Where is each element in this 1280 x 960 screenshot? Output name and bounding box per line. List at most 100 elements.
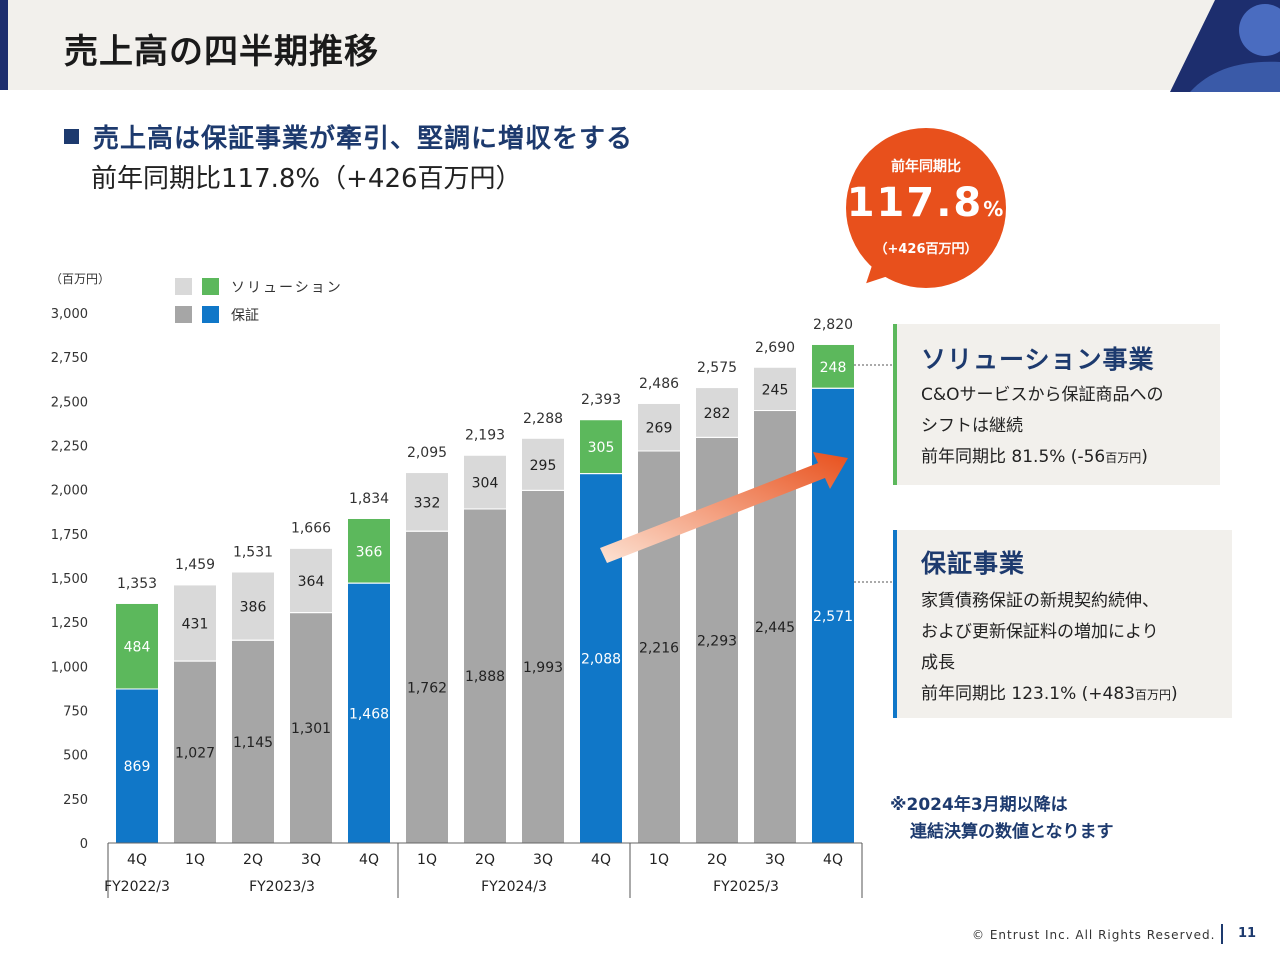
bar-label-guarantee: 1,762 — [407, 680, 447, 696]
bar-label-solution: 431 — [182, 616, 209, 632]
badge-label: 前年同期比 — [891, 159, 961, 175]
badge-amount: （+426百万円） — [874, 242, 978, 257]
bar-total-label: 1,531 — [233, 545, 273, 561]
bar-solution — [464, 455, 506, 509]
bar-solution — [232, 572, 274, 640]
bar-label-solution: 282 — [704, 406, 731, 422]
trend-arrow — [600, 452, 848, 563]
legend-swatch-guarantee-gray — [175, 306, 192, 323]
bar-label-solution: 332 — [414, 495, 441, 511]
y-tick-label: 500 — [63, 749, 88, 764]
bar-label-solution: 305 — [588, 440, 615, 456]
y-tick-label: 750 — [63, 705, 88, 720]
bar-guarantee — [580, 474, 622, 843]
y-tick-label: 2,250 — [51, 440, 88, 455]
bar-total-label: 2,193 — [465, 428, 505, 444]
x-tick-label: 3Q — [301, 852, 321, 868]
bar-total-label: 2,820 — [813, 317, 853, 333]
bar-label-guarantee: 1,301 — [291, 721, 331, 737]
bar-label-guarantee: 1,993 — [523, 660, 563, 676]
x-tick-label: 1Q — [649, 852, 669, 868]
bar-total-label: 2,393 — [581, 392, 621, 408]
bar-total-label: 1,459 — [175, 557, 215, 573]
x-tick-label: 2Q — [475, 852, 495, 868]
bar-label-guarantee: 2,571 — [813, 609, 853, 625]
guarantee-box: 保証事業 家賃債務保証の新規契約続伸、 および更新保証料の増加により 成長 前年… — [893, 530, 1232, 718]
y-tick-label: 2,000 — [51, 484, 88, 499]
bar-label-guarantee: 1,888 — [465, 669, 505, 685]
bar-solution — [638, 403, 680, 451]
bar-guarantee — [638, 451, 680, 843]
x-tick-label: 4Q — [823, 852, 843, 868]
bar-label-solution: 245 — [762, 382, 789, 398]
bar-total-label: 2,095 — [407, 445, 447, 461]
bar-label-guarantee: 2,445 — [755, 620, 795, 636]
bar-label-guarantee: 1,027 — [175, 745, 215, 761]
bar-label-solution: 366 — [356, 544, 383, 560]
solution-yoy: 前年同期比 81.5% (-56 — [921, 447, 1106, 467]
y-tick-label: 1,250 — [51, 616, 88, 631]
bar-total-label: 1,834 — [349, 491, 389, 507]
solution-line-1: C&Oサービスから保証商品への — [921, 385, 1164, 405]
footnote-line-1: ※2024年3月期以降は — [890, 795, 1068, 815]
legend-swatch-solution-green — [202, 278, 219, 295]
y-tick-label: 1,000 — [51, 660, 88, 675]
guarantee-line-1: 家賃債務保証の新規契約続伸、 — [921, 591, 1159, 611]
bar-label-solution: 484 — [124, 640, 151, 656]
x-tick-label: 4Q — [591, 852, 611, 868]
bar-guarantee — [464, 509, 506, 843]
x-tick-label: 1Q — [417, 852, 437, 868]
badge-number: 117.8 — [846, 180, 984, 226]
bar-solution — [522, 438, 564, 490]
bar-guarantee — [348, 583, 390, 843]
fy-label: FY2025/3 — [713, 879, 779, 895]
header-accent — [0, 0, 8, 90]
yoy-badge: 前年同期比 117.8% （+426百万円） — [846, 128, 1006, 288]
y-tick-label: 3,000 — [51, 307, 88, 322]
bar-solution — [116, 603, 158, 689]
badge-unit: % — [983, 197, 1006, 221]
bar-solution — [580, 420, 622, 474]
bar-label-guarantee: 2,216 — [639, 640, 679, 656]
bar-label-guarantee: 1,468 — [349, 706, 389, 722]
bar-solution — [290, 548, 332, 613]
legend-swatch-guarantee-blue — [202, 306, 219, 323]
footnote: ※2024年3月期以降は 連結決算の数値となります — [890, 792, 1114, 846]
headline-text: 売上高は保証事業が牽引、堅調に増収をする — [93, 124, 634, 154]
fy-label: FY2022/3 — [104, 879, 170, 895]
legend-swatch-solution-gray — [175, 278, 192, 295]
footnote-line-2: 連結決算の数値となります — [910, 822, 1114, 842]
x-tick-label: 4Q — [127, 852, 147, 868]
bar-solution — [754, 367, 796, 411]
headline: 売上高は保証事業が牽引、堅調に増収をする — [64, 118, 633, 155]
guarantee-yoy-unit: 百万円 — [1134, 688, 1171, 702]
bar-label-guarantee: 869 — [124, 759, 151, 775]
x-tick-label: 4Q — [359, 852, 379, 868]
bar-label-solution: 364 — [298, 574, 325, 590]
bar-solution — [174, 585, 216, 661]
guarantee-yoy-end: ) — [1170, 684, 1178, 704]
y-tick-label: 250 — [63, 793, 88, 808]
bar-guarantee — [174, 661, 216, 843]
headline-subtext: 前年同期比117.8%（+426百万円） — [91, 164, 522, 194]
legend-label-guarantee: 保証 — [231, 308, 259, 324]
bar-solution — [406, 473, 448, 531]
headline-bullet — [64, 129, 79, 144]
bar-total-label: 2,486 — [639, 376, 679, 392]
guarantee-yoy: 前年同期比 123.1% (+483 — [921, 684, 1135, 704]
bar-label-guarantee: 2,293 — [697, 633, 737, 649]
guarantee-line-4: 前年同期比 123.1% (+483百万円) — [921, 679, 1178, 704]
bar-label-solution: 295 — [530, 458, 557, 474]
x-tick-label: 3Q — [533, 852, 553, 868]
bar-guarantee — [232, 640, 274, 843]
bar-solution — [348, 518, 390, 583]
solution-line-3: 前年同期比 81.5% (-56百万円) — [921, 442, 1148, 467]
copyright: © Entrust Inc. All Rights Reserved. — [972, 928, 1216, 942]
bar-guarantee — [290, 613, 332, 843]
badge-value: 117.8% — [846, 180, 1006, 226]
solution-line-2: シフトは継続 — [921, 416, 1023, 436]
bar-label-solution: 248 — [820, 360, 847, 376]
y-tick-label: 1,750 — [51, 528, 88, 543]
y-tick-label: 2,750 — [51, 351, 88, 366]
fy-label: FY2023/3 — [249, 879, 315, 895]
